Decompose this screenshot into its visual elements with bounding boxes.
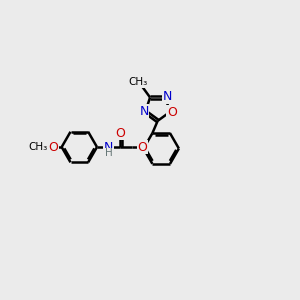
Text: H: H [105, 148, 112, 158]
Text: O: O [115, 127, 125, 140]
Text: CH₃: CH₃ [28, 142, 48, 152]
Text: CH₃: CH₃ [128, 77, 148, 87]
Text: N: N [103, 141, 113, 154]
Text: N: N [140, 105, 149, 118]
Text: O: O [48, 141, 58, 154]
Text: O: O [167, 106, 177, 119]
Text: N: N [162, 90, 172, 103]
Text: O: O [137, 141, 147, 154]
